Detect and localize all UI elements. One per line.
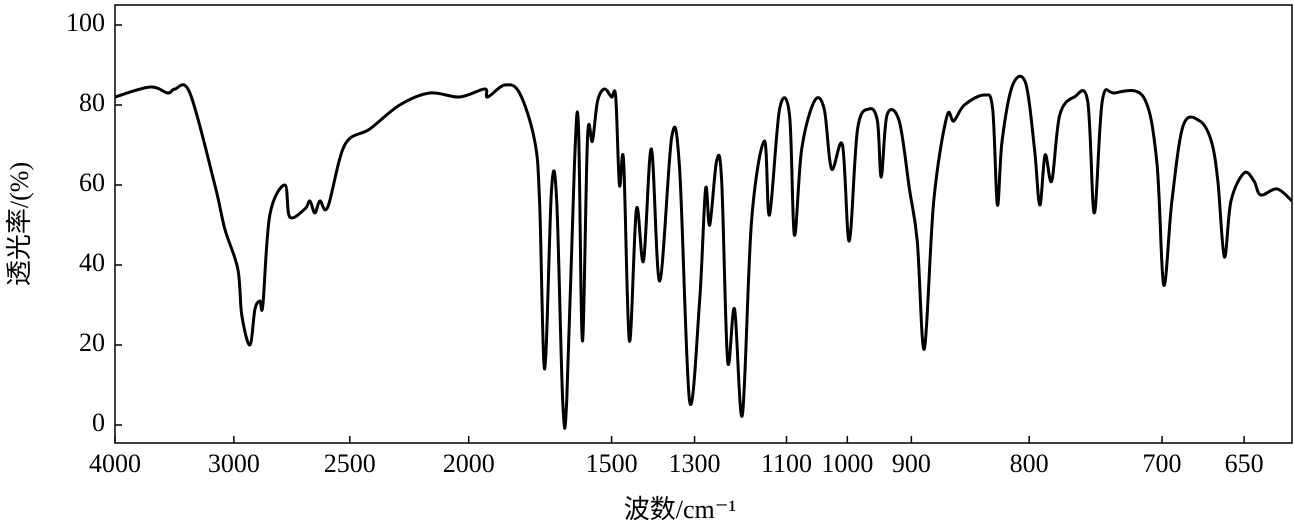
y-axis-label: 透光率/(%) bbox=[5, 162, 34, 286]
x-tick-label: 1500 bbox=[586, 449, 638, 478]
y-tick-label: 20 bbox=[79, 328, 105, 357]
y-tick-label: 0 bbox=[92, 408, 105, 437]
y-tick-label: 80 bbox=[79, 88, 105, 117]
y-tick-label: 60 bbox=[79, 168, 105, 197]
x-tick-label: 1300 bbox=[669, 449, 721, 478]
x-tick-label: 4000 bbox=[89, 449, 141, 478]
x-tick-label: 3000 bbox=[208, 449, 260, 478]
x-tick-label: 2000 bbox=[443, 449, 495, 478]
x-tick-label: 1100 bbox=[761, 449, 812, 478]
y-tick-label: 100 bbox=[66, 8, 105, 37]
x-axis-label: 波数/cm⁻¹ bbox=[624, 495, 737, 524]
x-tick-label: 650 bbox=[1225, 449, 1264, 478]
plot-frame bbox=[114, 4, 1293, 444]
x-tick-label: 1000 bbox=[821, 449, 873, 478]
x-tick-label: 700 bbox=[1143, 449, 1182, 478]
y-tick-label: 40 bbox=[79, 248, 105, 277]
x-tick-label: 800 bbox=[1010, 449, 1049, 478]
spectrum-line bbox=[114, 74, 1294, 430]
x-tick-label: 2500 bbox=[324, 449, 376, 478]
x-tick-label: 900 bbox=[892, 449, 931, 478]
